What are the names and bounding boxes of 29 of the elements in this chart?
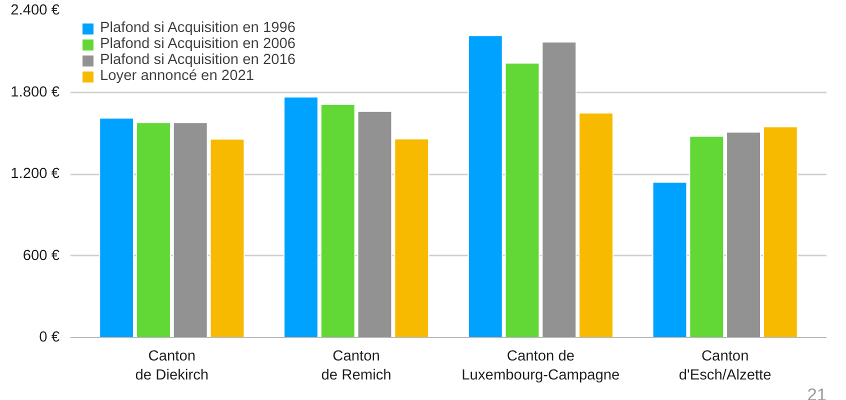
legend-label: Plafond si Acquisition en 2006 bbox=[100, 36, 296, 52]
bar bbox=[468, 35, 503, 338]
bar bbox=[726, 132, 761, 338]
legend-label: Loyer annoncé en 2021 bbox=[100, 68, 254, 84]
y-tick-label: 2.400 € bbox=[10, 2, 60, 18]
bar bbox=[99, 118, 134, 338]
x-tick-label: Canton de Remich bbox=[321, 348, 392, 384]
bar bbox=[504, 62, 540, 338]
bar bbox=[210, 138, 245, 338]
x-tick-label: Canton de Diekirch bbox=[135, 348, 209, 384]
bar bbox=[136, 122, 171, 338]
y-tick-label: 0 € bbox=[39, 330, 60, 346]
bar bbox=[542, 41, 577, 338]
y-tick-label: 1.200 € bbox=[10, 166, 60, 182]
y-tick-label: 600 € bbox=[22, 248, 60, 264]
bar bbox=[762, 126, 798, 338]
bar bbox=[689, 136, 724, 338]
x-tick-label: Canton de Luxembourg-Campagne bbox=[462, 348, 620, 384]
bar bbox=[578, 112, 614, 338]
legend-label: Plafond si Acquisition en 2016 bbox=[100, 52, 296, 68]
bar bbox=[357, 110, 392, 338]
bar bbox=[394, 138, 430, 338]
x-tick-label: Canton d'Esch/Alzette bbox=[678, 348, 772, 384]
y-tick-label: 1.800 € bbox=[10, 84, 60, 100]
bar bbox=[284, 96, 318, 338]
bar bbox=[172, 122, 208, 338]
bar bbox=[320, 104, 356, 338]
bar bbox=[652, 182, 688, 338]
legend-label: Plafond si Acquisition en 1996 bbox=[100, 20, 296, 36]
